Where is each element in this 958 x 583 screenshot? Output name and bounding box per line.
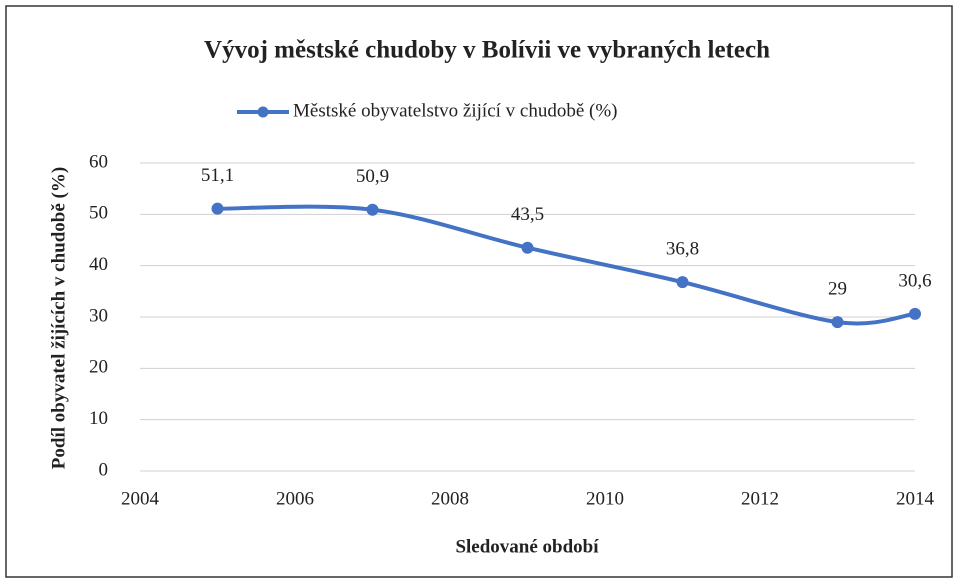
x-tick-label: 2008 <box>431 488 469 509</box>
data-label: 36,8 <box>666 238 699 259</box>
data-label: 29 <box>828 278 847 299</box>
data-point <box>366 203 379 216</box>
data-label: 43,5 <box>511 204 544 225</box>
x-tick-label: 2010 <box>586 488 624 509</box>
y-tick-label: 40 <box>89 254 108 275</box>
data-label: 30,6 <box>898 270 931 291</box>
y-tick-label: 50 <box>89 203 108 224</box>
data-point <box>521 241 534 254</box>
y-tick-label: 20 <box>89 357 108 378</box>
data-label: 50,9 <box>356 166 389 187</box>
data-point <box>831 316 844 329</box>
x-tick-label: 2004 <box>121 488 160 509</box>
legend-marker <box>257 106 269 118</box>
y-tick-label: 10 <box>89 408 108 429</box>
data-point <box>676 276 689 289</box>
x-tick-label: 2014 <box>896 488 935 509</box>
chart-frame <box>5 5 953 578</box>
data-point <box>909 307 921 320</box>
data-label: 51,1 <box>201 165 234 186</box>
y-tick-label: 60 <box>89 151 108 172</box>
chart-title: Vývoj městské chudoby v Bolívii ve vybra… <box>204 37 770 64</box>
x-tick-label: 2012 <box>741 488 779 509</box>
x-axis-label: Sledované období <box>455 536 599 557</box>
y-tick-label: 30 <box>89 305 108 326</box>
y-tick-label: 0 <box>99 459 109 480</box>
y-axis-label: Podíl obyvatel žijících v chudobě (%) <box>48 167 69 469</box>
data-point <box>211 202 224 215</box>
legend-label: Městské obyvatelstvo žijící v chudobě (%… <box>293 100 618 121</box>
x-tick-label: 2006 <box>276 488 314 509</box>
